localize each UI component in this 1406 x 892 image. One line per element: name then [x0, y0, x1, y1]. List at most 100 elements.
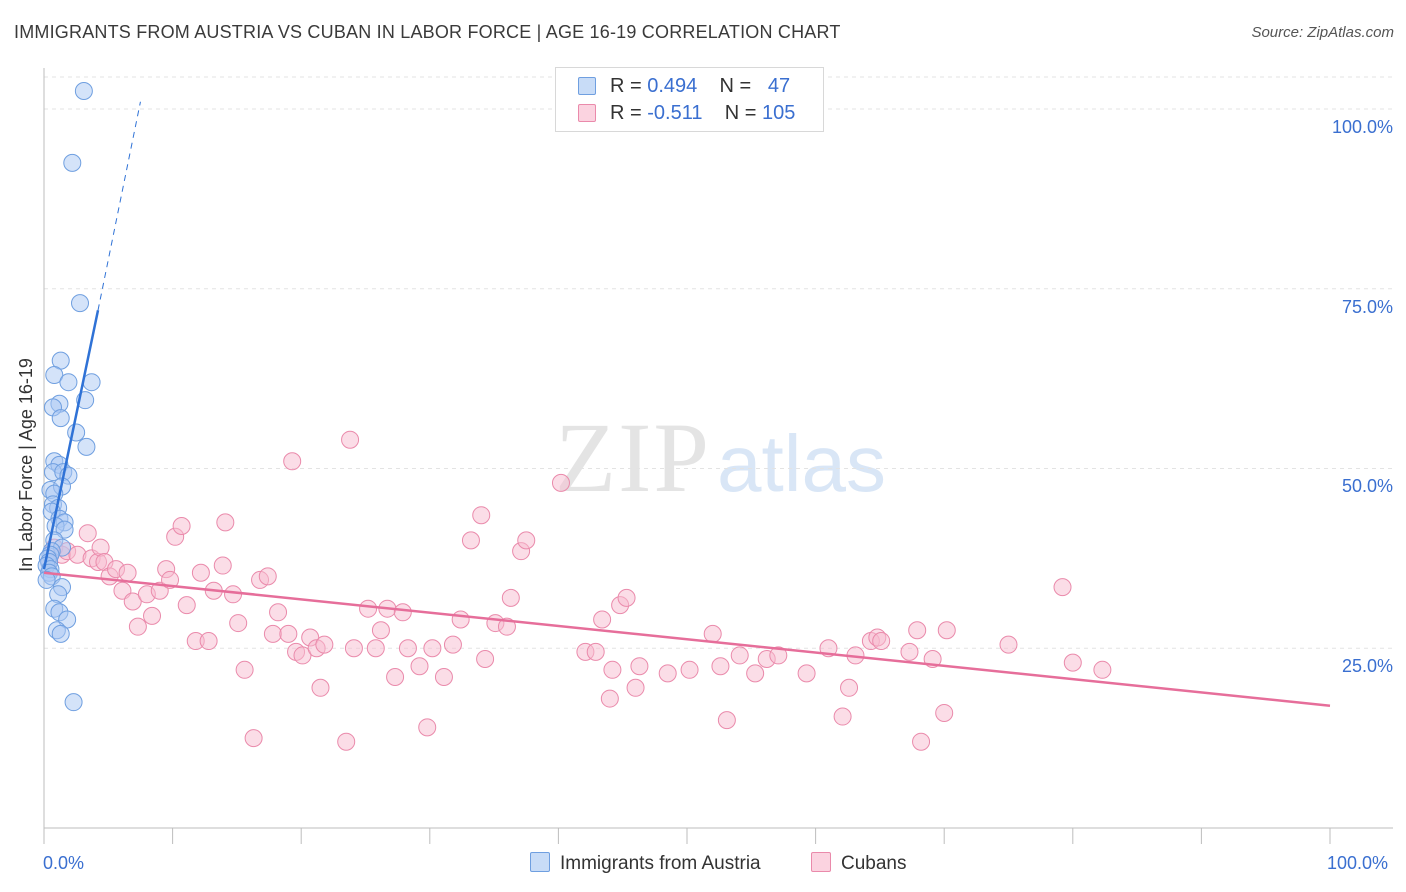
cubans-point — [235, 660, 254, 679]
source-label: Source: ZipAtlas.com — [1251, 24, 1394, 41]
watermark-zip: ZIP — [555, 402, 711, 513]
austria-point — [64, 693, 83, 712]
cubans-point — [900, 642, 919, 661]
x-tick-label-max: 100.0% — [1327, 853, 1389, 873]
cubans-point — [711, 657, 730, 676]
legend-item-austria: Immigrants from Austria — [530, 852, 761, 875]
cubans-point — [797, 664, 816, 683]
cubans-point — [593, 610, 612, 629]
austria-trend-extension — [97, 101, 141, 311]
austria-point — [51, 409, 70, 428]
cubans-point — [872, 632, 891, 651]
cubans-points — [40, 430, 1112, 751]
cubans-point — [434, 668, 453, 686]
y-tick-label-50: 50.0% — [1341, 476, 1393, 497]
x-tick-label-min: 0.0% — [43, 853, 85, 873]
cubans-point — [337, 732, 356, 751]
cubans-point — [746, 664, 765, 683]
austria-swatch — [578, 77, 596, 95]
cubans-point — [128, 617, 147, 636]
cubans-point — [1093, 660, 1112, 679]
cubans-point — [191, 563, 210, 582]
y-tick-label-75: 75.0% — [1341, 296, 1393, 317]
cubans-point — [626, 678, 645, 697]
axes — [43, 68, 1393, 844]
y-axis-label: In Labor Force | Age 16-19 — [16, 358, 36, 572]
trend-lines — [42, 101, 1331, 708]
cubans-point — [680, 660, 699, 679]
cubans-point — [224, 585, 243, 604]
cubans-point — [423, 639, 442, 658]
cubans-point — [123, 592, 142, 611]
cubans-point — [216, 513, 235, 532]
austria-points — [37, 81, 101, 712]
cubans-point — [177, 596, 196, 615]
austria-legend-label: Immigrants from Austria — [560, 853, 761, 874]
cubans-point — [293, 646, 312, 665]
cubans-point — [999, 635, 1018, 654]
cubans-point — [269, 603, 288, 622]
cubans-point — [118, 563, 137, 582]
cubans-point — [703, 624, 722, 643]
cubans-point — [476, 650, 495, 669]
austria-point — [45, 366, 64, 384]
cubans-point — [600, 689, 619, 708]
cubans-point — [1063, 653, 1082, 672]
cubans-point — [501, 588, 520, 607]
cubans-point — [840, 678, 859, 697]
cubans-point — [461, 531, 480, 550]
cubans-point — [717, 711, 736, 730]
cubans-point — [244, 729, 263, 748]
cubans-point — [213, 556, 232, 575]
cubans-legend-label: Cubans — [841, 853, 907, 874]
watermark: ZIPatlas — [555, 400, 886, 515]
austria-point — [77, 437, 96, 456]
n-label: N = — [724, 102, 762, 124]
cubans-point — [937, 621, 956, 640]
cubans-point — [279, 624, 298, 643]
r-label: R = — [610, 102, 648, 124]
cubans-r-value: -0.511 — [647, 102, 703, 124]
austria-r-value: 0.494 — [647, 75, 698, 97]
cubans-point — [586, 642, 605, 661]
cubans-point — [730, 646, 749, 665]
cubans-point — [603, 660, 622, 679]
cubans-point — [371, 621, 390, 640]
cubans-point — [617, 588, 636, 607]
cubans-point — [172, 517, 191, 535]
cubans-point — [311, 678, 330, 697]
legend-item-cubans: Cubans — [811, 852, 907, 875]
austria-point — [63, 153, 82, 172]
austria-point — [37, 570, 56, 589]
cubans-point — [393, 603, 412, 622]
austria-point — [82, 373, 101, 392]
cubans-point — [912, 732, 931, 751]
austria-point — [51, 624, 70, 643]
cubans-point — [418, 718, 437, 737]
cubans-point — [410, 657, 429, 676]
cubans-point — [630, 657, 649, 676]
y-tick-label-25: 25.0% — [1341, 656, 1393, 677]
cubans-point — [78, 524, 97, 543]
y-tick-label-100: 100.0% — [1331, 116, 1393, 137]
n-label: N = — [719, 75, 757, 97]
cubans-point — [472, 506, 491, 525]
cubans-point — [451, 610, 470, 629]
cubans-point — [229, 614, 248, 633]
cubans-point — [341, 430, 360, 449]
cubans-point — [833, 707, 852, 726]
cubans-point — [315, 635, 334, 654]
cubans-point — [497, 617, 516, 636]
cubans-point — [908, 621, 927, 640]
cubans-trend-line — [43, 571, 1331, 708]
watermark-atlas: atlas — [717, 419, 886, 508]
cubans-point — [769, 646, 788, 665]
cubans-swatch — [578, 104, 596, 122]
chart-title: IMMIGRANTS FROM AUSTRIA VS CUBAN IN LABO… — [14, 22, 841, 42]
austria-point — [71, 294, 90, 313]
cubans-point — [551, 473, 570, 492]
cubans-point — [143, 606, 162, 625]
cubans-point — [344, 639, 363, 658]
cubans-point — [398, 639, 417, 658]
